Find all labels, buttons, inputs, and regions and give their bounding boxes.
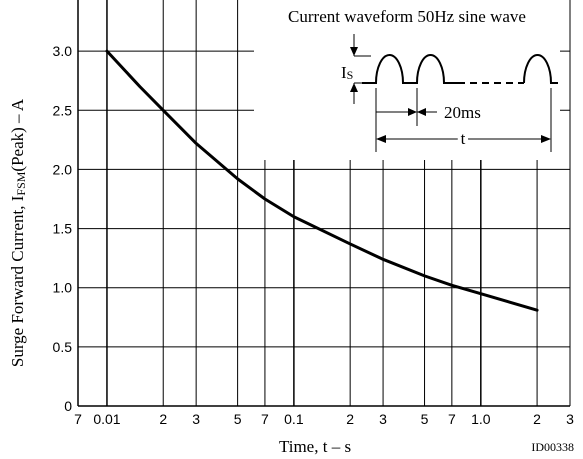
t-arrow-head-left [376,135,386,143]
x-tick-label: 2 [533,411,541,427]
x-tick-label: 1.0 [471,411,491,427]
x-tick-label: 0.1 [284,411,304,427]
y-tick-label: 2.0 [53,161,73,177]
x-tick-label: 7 [261,411,269,427]
y-axis-label: Surge Forward Current, IFSM(Peak) – A [8,98,28,367]
x-tick-label: 2 [159,411,167,427]
waveform-inset: Current waveform 50Hz sine wave IS 20ms … [254,0,560,160]
t-arrow-head-right [541,135,551,143]
series-line [105,49,539,312]
chart-tick-labels: 00.51.01.52.02.53.03.570.0123570.123571.… [53,43,575,427]
y-tick-label: 2.5 [53,102,73,118]
x-axis-label: Time, t – s [279,437,351,456]
x-tick-label: 0.01 [93,411,120,427]
x-tick-label: 2 [346,411,354,427]
y-tick-label: 3.0 [53,43,73,59]
t-label: t [461,129,466,148]
x-tick-label: 3 [566,411,574,427]
inset-background [254,0,560,160]
inset-caption: Current waveform 50Hz sine wave [288,7,526,26]
is-label: IS [341,63,353,82]
x-tick-label: 7 [74,411,82,427]
y-tick-label: 1.0 [53,280,73,296]
period-arrow-head-left [417,108,426,116]
x-tick-label: 5 [234,411,242,427]
chart-series [105,49,539,312]
x-tick-label: 7 [448,411,456,427]
x-tick-label: 3 [192,411,200,427]
sine-waveform [362,54,558,84]
figure-id: ID00338 [531,440,574,454]
x-tick-label: 3 [379,411,387,427]
period-label: 20ms [444,103,481,122]
is-arrow-top-head [350,47,358,56]
y-tick-label: 0.5 [53,339,73,355]
y-tick-label: 0 [64,398,72,414]
y-tick-label: 1.5 [53,221,73,237]
is-arrow-bottom-head [350,83,358,92]
x-tick-label: 5 [421,411,429,427]
period-arrow-head [408,108,417,116]
